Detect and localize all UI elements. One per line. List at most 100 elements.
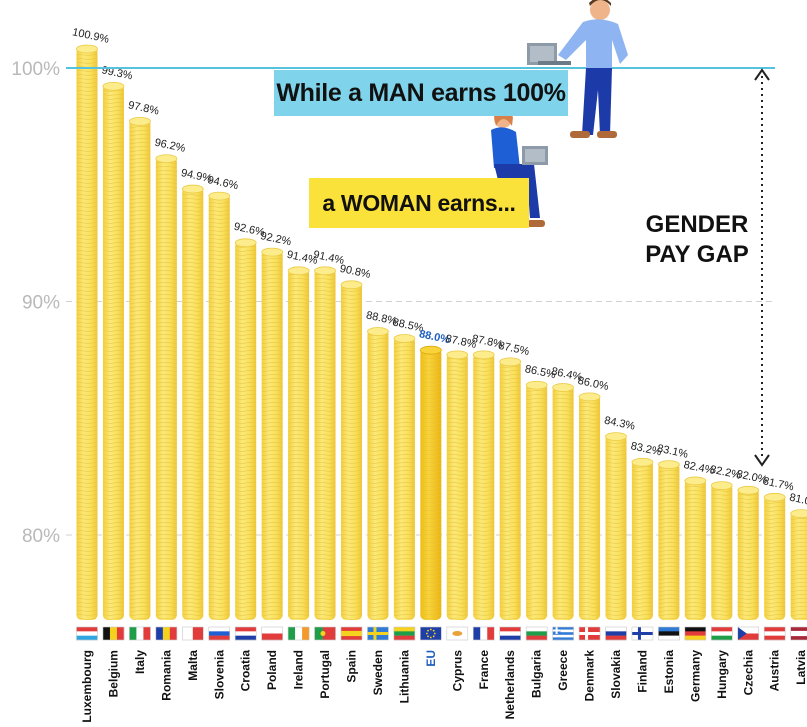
coin-stack-ridges — [420, 348, 442, 620]
country-label: Slovakia — [609, 650, 623, 699]
coin-stack-ridges — [631, 460, 653, 620]
flag-italy-icon — [129, 626, 151, 641]
flag-luxembourg-icon — [76, 626, 98, 641]
woman-earns-banner: a WOMAN earns... — [309, 178, 529, 228]
coin-stack-ridges — [790, 511, 807, 620]
flag-bulgaria-icon — [525, 626, 548, 641]
flag-greece-icon — [552, 626, 574, 641]
country-label: Estonia — [662, 650, 676, 694]
bar-malta — [181, 184, 204, 620]
country-label: Bulgaria — [530, 650, 544, 698]
country-label: Latvia — [794, 650, 807, 685]
country-label: Sweden — [371, 650, 385, 695]
country-label: Ireland — [292, 650, 306, 689]
coin-top — [790, 509, 807, 519]
country-label: Netherlands — [503, 650, 517, 720]
coin-stack-ridges — [129, 119, 151, 621]
bar-sweden — [367, 327, 389, 620]
country-label: Denmark — [583, 650, 597, 702]
value-label: 100.9% — [71, 26, 110, 46]
coin-stack-ridges — [552, 385, 574, 620]
coin-stack-ridges — [367, 329, 389, 620]
bar-belgium — [102, 81, 125, 621]
country-label: Greece — [556, 650, 570, 691]
country-label: Malta — [186, 650, 200, 681]
flag-portugal-icon — [314, 626, 336, 641]
bar-latvia — [790, 509, 807, 620]
coin-stack-ridges — [658, 462, 680, 620]
coin-top — [472, 350, 495, 360]
value-label: 96.2% — [153, 137, 186, 155]
bar-romania — [155, 154, 178, 621]
coin-top — [710, 481, 733, 491]
country-label: Czechia — [741, 650, 755, 696]
coin-stack-ridges — [182, 187, 204, 620]
value-label: 90.8% — [339, 263, 372, 281]
flag-estonia-icon — [658, 626, 680, 641]
value-label: 97.8% — [127, 99, 160, 117]
coin-stack-ridges — [499, 359, 521, 620]
coin-top — [128, 116, 151, 126]
country-flags — [76, 626, 807, 641]
gender-pay-gap-arrow — [754, 68, 770, 467]
country-label: Lithuania — [397, 650, 411, 704]
bar-greece — [552, 383, 574, 620]
bar-netherlands — [499, 357, 522, 620]
coin-stack-ridges — [526, 383, 548, 620]
flag-belgium-icon — [102, 626, 125, 641]
gap-label-line1: GENDER — [645, 211, 749, 238]
coin-stack-ridges — [102, 84, 124, 621]
bar-portugal — [314, 266, 336, 620]
flag-romania-icon — [155, 626, 178, 641]
coin-top — [446, 350, 469, 360]
bar-hungary — [710, 481, 733, 620]
value-label: 86.0% — [577, 375, 610, 393]
bar-slovakia — [605, 432, 627, 620]
coin-stack-ridges — [208, 194, 230, 620]
bar-ireland — [287, 266, 310, 620]
flag-ireland-icon — [287, 626, 310, 641]
bar-eu — [419, 345, 442, 620]
coin-stack-ridges — [155, 156, 177, 621]
country-label: Italy — [133, 650, 147, 674]
coin-top — [737, 485, 760, 495]
bar-cyprus — [446, 350, 469, 620]
coin-stack-ridges — [711, 483, 733, 620]
country-label: Finland — [635, 650, 649, 693]
country-label: France — [477, 650, 491, 690]
coin-stack-ridges — [261, 250, 283, 620]
bar-poland — [261, 247, 284, 620]
country-label: Luxembourg — [80, 650, 94, 723]
gap-label-line2: PAY GAP — [645, 241, 749, 268]
coin-top — [393, 334, 416, 343]
y-tick-label: 100% — [11, 59, 60, 80]
bar-bulgaria — [525, 380, 548, 620]
coin-stack-ridges — [76, 46, 98, 621]
coin-top — [155, 154, 178, 164]
flag-finland-icon — [631, 626, 654, 641]
coin-top — [419, 345, 442, 355]
man-earns-banner: While a MAN earns 100% — [274, 70, 568, 116]
coin-top — [340, 280, 363, 290]
bar-denmark — [578, 392, 601, 620]
value-label: 87.5% — [497, 340, 530, 358]
flag-croatia-icon — [234, 626, 257, 641]
man-with-laptop-icon — [527, 0, 628, 138]
coin-top — [234, 238, 257, 248]
coin-stack-ridges — [737, 488, 759, 620]
country-label: Cyprus — [450, 650, 464, 692]
coin-top — [76, 44, 98, 54]
coin-top — [287, 266, 310, 276]
flag-czechia-icon — [737, 626, 760, 641]
coin-stack-ridges — [288, 268, 310, 620]
flag-netherlands-icon — [499, 626, 522, 641]
coin-stack-ridges — [764, 495, 786, 620]
value-label: 81.0% — [788, 492, 807, 510]
country-label: Poland — [265, 650, 279, 690]
country-label: Croatia — [239, 650, 253, 692]
country-label: Romania — [159, 650, 173, 701]
flag-latvia-icon — [790, 626, 807, 641]
value-label: 92.2% — [259, 230, 292, 248]
coin-stack-ridges — [684, 478, 706, 620]
